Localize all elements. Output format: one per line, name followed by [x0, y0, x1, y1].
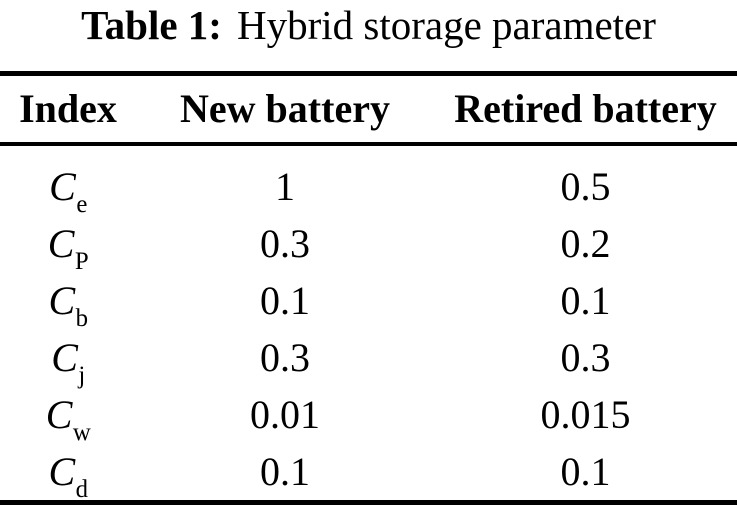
index-cell: Ce [0, 144, 136, 218]
caption-text: Hybrid storage parameter [236, 2, 656, 48]
index-cell: Cw [0, 386, 136, 446]
index-subscript: e [76, 190, 88, 218]
new-battery-value: 0.1 [260, 448, 310, 494]
index-subscript: d [75, 475, 89, 503]
column-header-retired-battery: Retired battery [454, 86, 717, 132]
parameter-table: Index New battery Retired battery Ce 1 0… [0, 71, 737, 505]
index-subscript: w [72, 418, 91, 446]
index-symbol: C [51, 334, 78, 380]
index-subscript: b [75, 304, 89, 332]
new-battery-value: 0.01 [250, 391, 320, 437]
retired-battery-value: 0.1 [560, 448, 611, 494]
table-body: Ce 1 0.5 CP 0.3 0.2 Cb 0.1 0.1 Cj 0.3 0.… [0, 144, 737, 503]
index-symbol: C [47, 220, 75, 266]
index-cell: CP [0, 215, 136, 275]
index-subscript: P [74, 247, 89, 275]
retired-battery-value: 0.015 [540, 391, 631, 437]
index-cell: Cd [0, 443, 136, 503]
index-cell: Cb [0, 272, 136, 332]
table-header: Index New battery Retired battery [0, 73, 737, 144]
new-battery-value: 0.3 [260, 334, 310, 380]
new-battery-value: 0.1 [260, 277, 310, 323]
table-row-cd: Cd 0.1 0.1 [0, 443, 737, 503]
table-row-cp: CP 0.3 0.2 [0, 215, 737, 275]
new-battery-value: 0.3 [260, 220, 310, 266]
index-symbol: C [49, 163, 76, 209]
column-header-new-battery: New battery [180, 86, 390, 132]
index-symbol: C [45, 391, 73, 437]
table-row-ce: Ce 1 0.5 [0, 144, 737, 218]
table-row-cj: Cj 0.3 0.3 [0, 329, 737, 389]
column-header-index: Index [19, 86, 117, 132]
table-row-cb: Cb 0.1 0.1 [0, 272, 737, 332]
index-cell: Cj [0, 329, 136, 389]
table-caption: Table 1: Hybrid storage parameter [0, 0, 737, 50]
table-row-cw: Cw 0.01 0.015 [0, 386, 737, 446]
caption-label: Table 1: [81, 2, 222, 48]
retired-battery-value: 0.3 [560, 334, 611, 380]
retired-battery-value: 0.5 [560, 163, 611, 209]
index-symbol: C [48, 277, 76, 323]
index-subscript: j [78, 361, 86, 389]
retired-battery-value: 0.1 [560, 277, 611, 323]
header-row: Index New battery Retired battery [0, 73, 737, 144]
new-battery-value: 1 [275, 163, 295, 209]
index-symbol: C [48, 448, 76, 494]
retired-battery-value: 0.2 [560, 220, 611, 266]
